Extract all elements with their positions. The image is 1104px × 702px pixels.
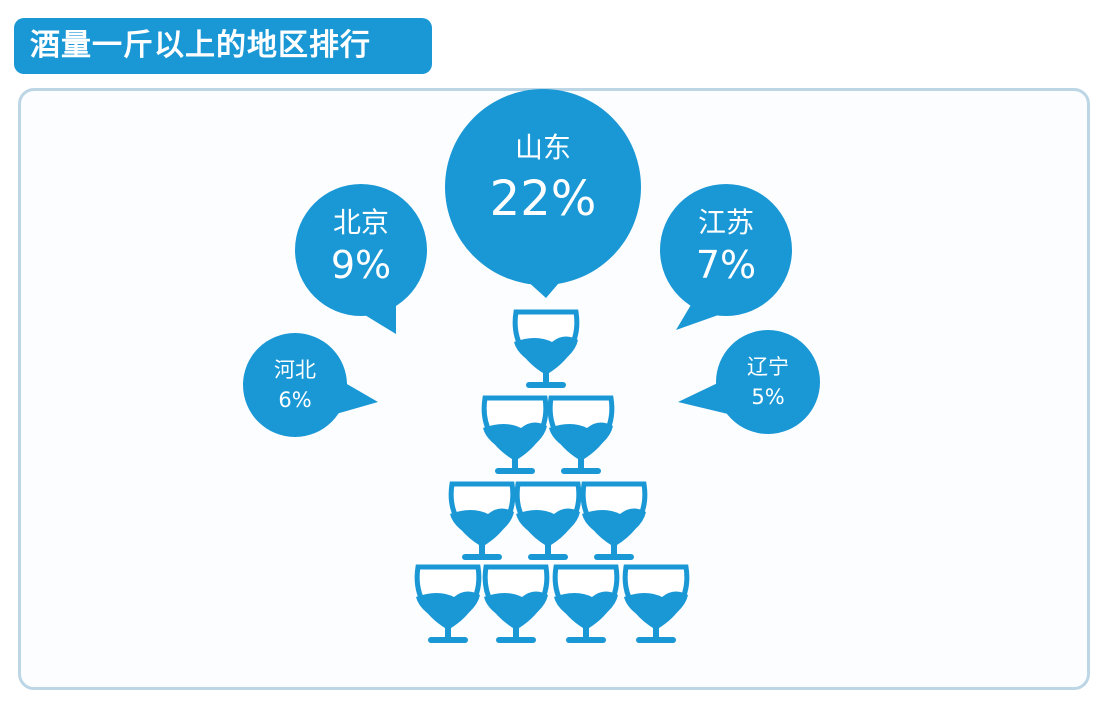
bubble-3: 江苏 7% [660, 184, 792, 330]
bubble-circle [716, 330, 820, 434]
wine-glass-icon [482, 564, 550, 643]
bubble-tail [678, 380, 728, 414]
category-label: 辽宁 [747, 355, 789, 379]
category-label: 河北 [274, 358, 316, 382]
value-label: 22% [490, 171, 597, 227]
bubble-5: 辽宁 5% [678, 330, 820, 434]
chart-title: 酒量一斤以上的地区排行 [14, 18, 432, 74]
bubble-tail [336, 380, 378, 414]
wine-glass-icon [622, 564, 690, 643]
category-label: 北京 [333, 206, 389, 239]
value-label: 5% [751, 385, 784, 409]
bubble-4: 河北 6% [243, 333, 378, 437]
bubble-tail [515, 270, 570, 298]
wine-glass-icon [481, 395, 549, 474]
bubble-tail [676, 298, 724, 330]
bubble-circle [295, 184, 427, 316]
category-label: 山东 [515, 131, 571, 164]
wine-glass-icon [414, 564, 482, 643]
value-label: 7% [696, 243, 756, 287]
bubble-circle [243, 333, 347, 437]
wine-glass-icon [512, 309, 580, 388]
bubble-layer: 山东 22% 北京 9% 江苏 7% 河北 6% 辽宁 5% [243, 89, 820, 437]
wine-glass-icon [552, 564, 620, 643]
wine-glass-icon [448, 481, 516, 560]
wine-glass-icon [514, 481, 582, 560]
glass-pyramid-icon [414, 309, 690, 643]
bubble-circle [445, 89, 641, 285]
bubble-circle [660, 184, 792, 316]
wine-glass-icon [580, 481, 648, 560]
value-label: 9% [331, 243, 391, 287]
bubble-tail [360, 292, 396, 334]
wine-glass-icon [547, 395, 615, 474]
category-label: 江苏 [698, 206, 754, 239]
bubble-1: 山东 22% [445, 89, 641, 298]
value-label: 6% [278, 388, 311, 412]
bubble-2: 北京 9% [295, 184, 427, 334]
